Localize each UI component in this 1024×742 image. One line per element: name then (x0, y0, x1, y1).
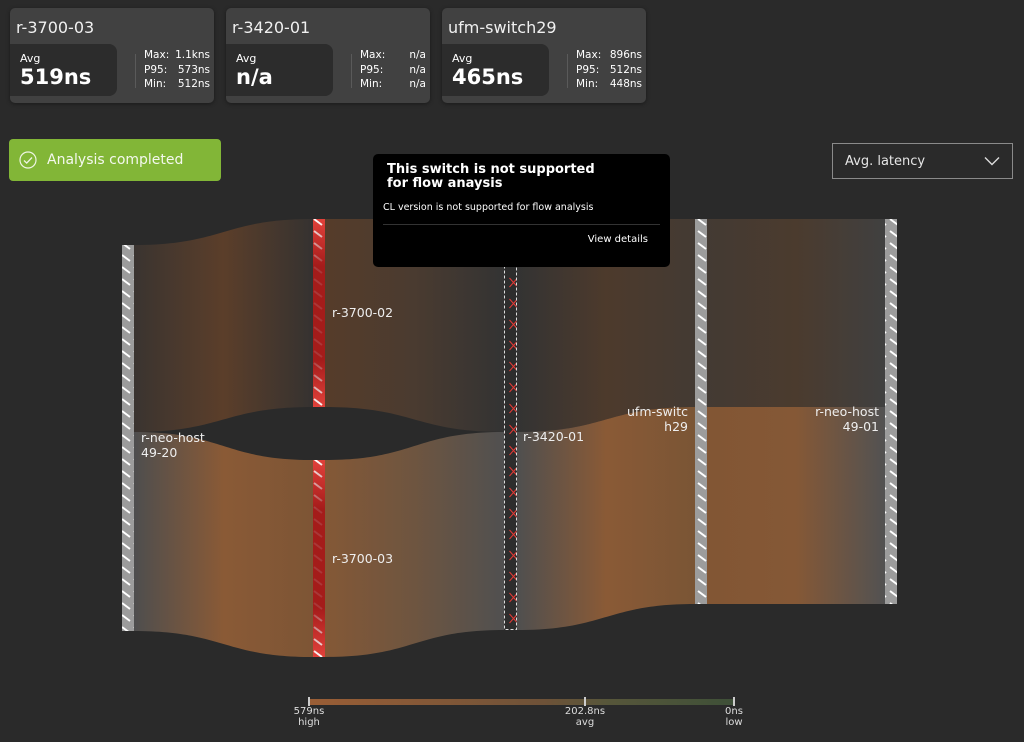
legend-high: 579ns high (279, 706, 339, 728)
legend-avg-label: avg (575, 717, 595, 728)
avg-label: Avg (20, 52, 41, 65)
flow-link[interactable] (134, 219, 313, 432)
node-c-unsupported[interactable] (504, 219, 517, 630)
p95-value: 573ns (177, 63, 210, 76)
flow-link[interactable] (517, 407, 695, 630)
check-circle-icon (19, 151, 37, 169)
divider (383, 224, 660, 225)
avg-label: Avg (236, 52, 257, 65)
node-label-d: h29 (664, 419, 688, 434)
p95-value: n/a (409, 63, 426, 76)
stats-card[interactable]: r-3700-03 Avg 519ns Max: 1.1kns P95: 573ns … (10, 8, 214, 103)
node-b-shade (313, 460, 325, 657)
avg-value: 465ns (452, 65, 524, 89)
divider (351, 54, 352, 88)
flow-link[interactable] (517, 219, 695, 432)
legend-avg-value: 202.8ns (564, 706, 606, 717)
node-dst[interactable] (885, 219, 897, 604)
min-value: 448ns (609, 78, 642, 90)
node-src[interactable] (122, 245, 134, 631)
min-value: 512ns (177, 78, 210, 90)
avg-value: n/a (236, 65, 273, 89)
card-title: r-3420-01 (232, 18, 311, 37)
latency-legend-bar (309, 699, 735, 705)
max-label: Max: (576, 49, 602, 61)
stats-card[interactable]: ufm-switch29 Avg 465ns Max: 896ns P95: 512n… (442, 8, 646, 103)
flow-link[interactable] (325, 219, 504, 432)
flow-link[interactable] (707, 407, 885, 604)
legend-avg: 202.8ns avg (555, 706, 615, 728)
metric-select[interactable]: Avg. latency (832, 143, 1013, 179)
min-label: Min: (576, 78, 599, 90)
card-title: r-3700-03 (16, 18, 95, 37)
divider (567, 54, 568, 88)
node-a-shade (313, 219, 325, 407)
p95-label: P95: (576, 63, 600, 76)
avg-value: 519ns (20, 65, 92, 89)
p95-value: 512ns (609, 63, 642, 76)
view-details-link[interactable]: View details (587, 234, 648, 245)
node-label-src: 49-20 (141, 445, 177, 460)
legend-low: 0ns low (704, 706, 764, 728)
legend-high-value: 579ns (293, 706, 325, 717)
status-badge: Analysis completed (9, 139, 221, 181)
legend-tick (733, 697, 735, 706)
p95-label: P95: (360, 63, 384, 76)
node-label-d: ufm-switc (627, 404, 688, 419)
node-label-dst: 49-01 (843, 419, 879, 434)
legend-high-label: high (298, 717, 320, 728)
flow-link[interactable] (707, 219, 885, 407)
legend-low-label: low (725, 717, 743, 728)
unsupported-tooltip: This switch is not supported for flow an… (373, 154, 670, 267)
min-label: Min: (144, 78, 167, 90)
p95-label: P95: (144, 63, 168, 76)
divider (135, 54, 136, 88)
min-label: Min: (360, 78, 383, 90)
chevron-down-icon (984, 157, 1000, 166)
legend-tick (308, 697, 310, 706)
metric-select-value: Avg. latency (845, 153, 926, 169)
max-label: Max: (144, 49, 170, 61)
card-title: ufm-switch29 (448, 18, 557, 37)
status-label: Analysis completed (47, 152, 184, 168)
tooltip-description: CL version is not supported for flow ana… (383, 202, 594, 213)
node-label-c: r-3420-01 (523, 429, 584, 444)
legend-tick (584, 697, 586, 706)
max-value: 896ns (609, 49, 642, 61)
node-d[interactable] (695, 219, 707, 604)
max-label: Max: (360, 49, 386, 61)
max-value: n/a (409, 49, 426, 61)
min-value: n/a (409, 78, 426, 90)
legend-low-value: 0ns (725, 706, 743, 717)
avg-label: Avg (452, 52, 473, 65)
tooltip-title: This switch is not supported for flow an… (387, 162, 595, 191)
node-label-a: r-3700-02 (332, 305, 393, 320)
node-label-src: r-neo-host (141, 430, 205, 445)
stats-card[interactable]: r-3420-01 Avg n/a Max: n/a P95: n/a Min: n/a (226, 8, 430, 103)
node-label-b: r-3700-03 (332, 551, 393, 566)
flow-link[interactable] (325, 432, 504, 657)
node-label-dst: r-neo-host (815, 404, 879, 419)
flow-link[interactable] (134, 432, 313, 657)
max-value: 1.1kns (175, 49, 210, 61)
